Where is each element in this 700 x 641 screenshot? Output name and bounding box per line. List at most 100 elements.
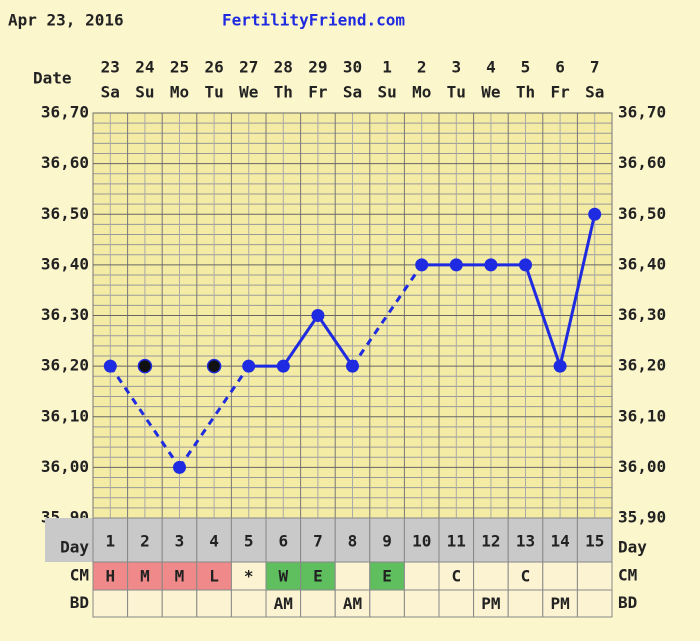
- weekday-label: Sa: [585, 83, 604, 102]
- date-label: 4: [486, 58, 496, 77]
- temp-line: [316, 314, 354, 367]
- date-label: 5: [521, 58, 531, 77]
- days-cell-text: 2: [140, 532, 150, 551]
- weekday-label: Tu: [204, 83, 223, 102]
- site-name: FertilityFriend.com: [222, 11, 405, 30]
- discarded-point: [206, 358, 222, 374]
- bd-cell: [265, 589, 302, 618]
- cm-cell-text: H: [105, 567, 115, 586]
- bd-row-label: BD: [70, 593, 89, 612]
- date-label: 30: [343, 58, 362, 77]
- cm-row-label-bg: [45, 562, 93, 590]
- temp-point: [103, 359, 117, 373]
- cm-cell: [438, 561, 475, 591]
- cm-cell: [403, 561, 440, 591]
- date-label: 26: [204, 58, 223, 77]
- bd-row-label-bg: [45, 590, 93, 617]
- cm-cell-text: W: [278, 567, 288, 586]
- days-row-label-right: Day: [618, 538, 647, 557]
- weekday-label: Tu: [447, 83, 466, 102]
- weekday-label: Sa: [343, 83, 362, 102]
- date-label: 2: [417, 58, 427, 77]
- y-tick-label-right: 35,90: [618, 508, 666, 527]
- y-tick-label-right: 36,70: [618, 103, 666, 122]
- weekday-label: We: [239, 83, 258, 102]
- days-cell-text: 8: [348, 532, 358, 551]
- temp-point: [519, 258, 532, 272]
- days-cell-text: 5: [244, 532, 254, 551]
- bd-cell: [507, 589, 544, 618]
- days-cell-text: 9: [382, 532, 392, 551]
- temp-point: [449, 258, 463, 272]
- bd-cell-text: PM: [550, 594, 569, 613]
- discarded-point: [137, 358, 153, 374]
- cm-cell: [334, 561, 371, 591]
- temp-line: [524, 264, 562, 367]
- weekday-label: Th: [516, 83, 535, 102]
- y-tick-label-right: 36,40: [618, 254, 666, 273]
- date-label: 29: [308, 58, 327, 77]
- days-cell-text: 13: [516, 532, 535, 551]
- bd-cell: [369, 589, 405, 618]
- temp-point: [276, 359, 290, 373]
- cm-cell-text: L: [209, 567, 219, 586]
- y-tick-label-right: 36,00: [618, 457, 666, 476]
- bd-cell: [196, 589, 232, 618]
- days-cell: [507, 517, 544, 563]
- bd-row-label-right: BD: [618, 593, 637, 612]
- weekday-label: Su: [377, 83, 396, 102]
- temp-point: [242, 359, 256, 373]
- temp-point: [173, 460, 186, 474]
- days-cell-text: 1: [105, 532, 115, 551]
- weekday-label: Mo: [170, 83, 189, 102]
- days-cell: [369, 517, 405, 563]
- days-cell-text: 7: [313, 532, 323, 551]
- days-cell: [300, 517, 336, 563]
- y-tick-label: 36,00: [41, 457, 89, 476]
- temp-point: [415, 258, 429, 272]
- y-tick-label-right: 36,20: [618, 356, 666, 375]
- bd-cell: [438, 589, 475, 618]
- days-cell-text: 15: [585, 532, 604, 551]
- bd-cell-text: AM: [343, 594, 362, 613]
- date-label: 23: [101, 58, 120, 77]
- date-label: 6: [555, 58, 565, 77]
- temp-line: [558, 213, 597, 367]
- bd-cell: [92, 589, 129, 618]
- cm-cell: [369, 561, 405, 591]
- days-cell: [473, 517, 509, 563]
- cm-cell: [576, 561, 613, 591]
- days-cell-text: 4: [209, 532, 219, 551]
- bd-cell-text: PM: [481, 594, 500, 613]
- cm-cell-text: C: [451, 567, 461, 586]
- date-label: 7: [590, 58, 600, 77]
- weekday-label: Mo: [412, 83, 431, 102]
- days-cell-text: 14: [550, 532, 569, 551]
- cm-cell-text: C: [521, 567, 531, 586]
- temp-point: [484, 258, 498, 272]
- cm-cell: [542, 561, 578, 591]
- days-cell: [576, 517, 613, 563]
- bd-cell: [230, 589, 267, 618]
- cm-cell-text: *: [244, 567, 254, 586]
- y-tick-label: 36,30: [41, 305, 89, 324]
- days-cell-text: 6: [278, 532, 288, 551]
- bd-cell: [403, 589, 440, 618]
- bd-cell: [300, 589, 336, 618]
- bd-cell: [127, 589, 163, 618]
- bd-cell: [161, 589, 198, 618]
- header-date: Apr 23, 2016: [8, 11, 124, 30]
- weekday-label: Th: [274, 83, 293, 102]
- date-label: Date: [33, 69, 72, 88]
- weekday-label: Su: [135, 83, 154, 102]
- days-cell: [161, 517, 198, 563]
- cm-cell-text: E: [382, 567, 392, 586]
- temp-point: [588, 207, 602, 221]
- bd-cell-text: AM: [274, 594, 293, 613]
- weekday-label: We: [481, 83, 500, 102]
- y-tick-label: 36,20: [41, 356, 89, 375]
- date-label: 24: [135, 58, 154, 77]
- cm-cell: [92, 561, 129, 591]
- date-label: 3: [451, 58, 461, 77]
- y-tick-label-right: 36,60: [618, 153, 666, 172]
